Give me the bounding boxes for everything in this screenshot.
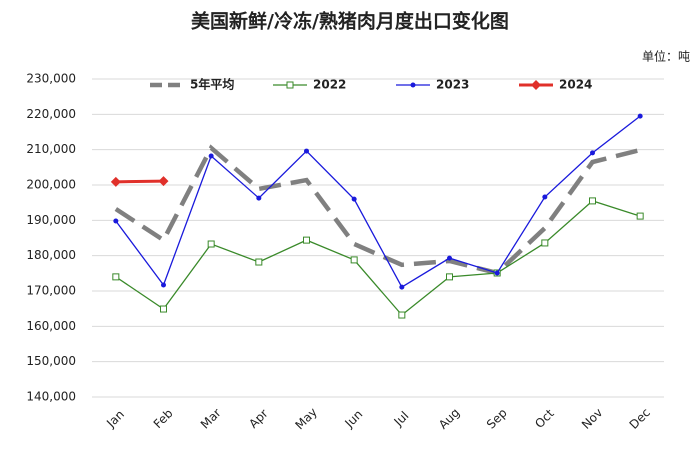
point: [350, 256, 358, 264]
legend-marker: [531, 80, 541, 90]
point: [447, 255, 452, 261]
point: [542, 194, 548, 200]
point: [303, 236, 310, 244]
x-tick-label: Jan: [103, 407, 127, 431]
point: [589, 197, 596, 205]
point: [304, 148, 309, 154]
point: [113, 218, 119, 224]
x-tick-label: Aug: [436, 405, 462, 431]
unit-label: 单位：吨: [642, 49, 690, 64]
point: [398, 311, 406, 319]
chart-title: 美国新鲜/冷冻/熟猪肉月度出口变化图: [191, 10, 509, 33]
point: [541, 239, 549, 247]
y-tick-label: 200,000: [26, 178, 76, 192]
point: [636, 212, 644, 220]
series-line: [115, 179, 164, 184]
point: [256, 195, 262, 201]
point: [112, 273, 120, 281]
x-tick-label: Oct: [532, 406, 557, 431]
x-tick-label: Jul: [391, 409, 412, 430]
x-tick-label: Mar: [198, 406, 224, 432]
point: [161, 282, 166, 288]
point: [590, 150, 595, 156]
point: [351, 196, 357, 202]
x-tick-label: Apr: [246, 406, 271, 431]
point: [208, 153, 214, 159]
x-tick-label: Dec: [627, 405, 653, 431]
point: [207, 240, 215, 248]
point: [160, 305, 167, 313]
y-tick-label: 170,000: [26, 284, 76, 298]
legend-marker: [286, 81, 294, 89]
x-tick-label: May: [292, 405, 319, 432]
point: [399, 284, 405, 290]
y-tick-label: 230,000: [26, 72, 76, 86]
series-line: [115, 200, 641, 316]
series-line: [115, 115, 641, 289]
legend-label: 2023: [436, 78, 469, 92]
legend-label: 2022: [313, 78, 346, 92]
x-tick-label: Feb: [151, 406, 176, 431]
y-tick-label: 140,000: [26, 390, 76, 404]
point: [446, 273, 453, 281]
point: [494, 270, 500, 276]
y-tick-label: 190,000: [26, 213, 76, 227]
legend-label: 2024: [559, 78, 592, 92]
y-tick-label: 210,000: [26, 142, 76, 156]
point: [158, 176, 169, 187]
legend-label: 5年平均: [190, 77, 234, 92]
point: [255, 258, 263, 266]
series-line: [114, 144, 641, 276]
y-tick-label: 150,000: [26, 354, 76, 368]
x-tick-label: Jun: [342, 407, 366, 431]
point: [637, 113, 643, 119]
legend-marker: [410, 82, 416, 88]
y-tick-label: 160,000: [26, 319, 76, 333]
x-tick-label: Nov: [579, 405, 605, 431]
y-tick-label: 220,000: [26, 107, 76, 121]
point: [110, 176, 121, 187]
x-tick-label: Sep: [484, 406, 510, 432]
y-tick-label: 180,000: [26, 248, 76, 262]
